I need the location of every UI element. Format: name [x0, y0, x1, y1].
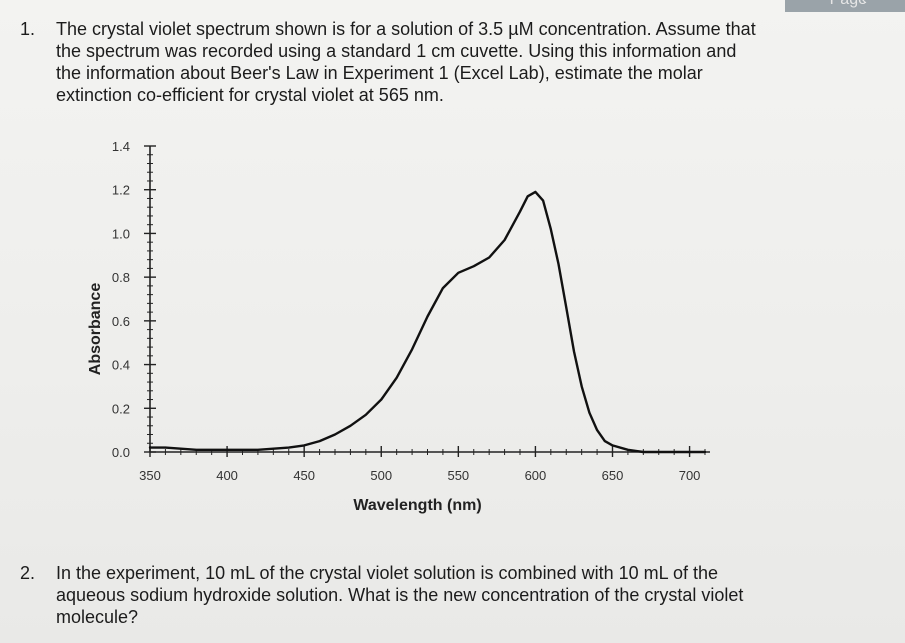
x-tick-label: 650	[602, 468, 624, 483]
question-number: 2.	[20, 563, 36, 583]
x-tick-label: 400	[216, 468, 238, 483]
y-tick-label: 0.8	[112, 270, 130, 285]
y-tick-label: 1.0	[112, 226, 130, 241]
question-1: 1. The crystal violet spectrum shown is …	[20, 18, 880, 128]
y-tick-label: 1.4	[112, 139, 130, 154]
x-axis-title: Wavelength (nm)	[353, 497, 481, 514]
page-corner-tab: Page ‹	[785, 0, 905, 12]
y-tick-label: 1.2	[112, 183, 130, 198]
x-tick-label: 500	[370, 468, 392, 483]
y-tick-label: 0.0	[112, 445, 130, 460]
spectrum-line	[148, 190, 707, 454]
chevron-left-icon[interactable]: ‹	[862, 0, 867, 9]
x-tick-label: 350	[139, 468, 161, 483]
question-text: The crystal violet spectrum shown is for…	[56, 19, 756, 105]
y-tick-label: 0.4	[112, 358, 130, 373]
x-tick-label: 700	[679, 468, 701, 483]
y-tick-label: 0.6	[112, 314, 130, 329]
question-2: 2. In the experiment, 10 mL of the cryst…	[20, 562, 880, 637]
x-tick-label: 450	[293, 468, 315, 483]
question-number: 1.	[20, 19, 36, 39]
x-tick-label: 600	[525, 468, 547, 483]
y-tick-label: 0.2	[112, 401, 130, 416]
absorbance-spectrum-chart: 0.0 0.2 0.4 0.6 0.8 1.0 1.2 1.4 350 400 450 500 550 6…	[87, 139, 710, 514]
page-corner-label: Page	[830, 0, 867, 9]
y-axis-title: Absorbance	[87, 283, 104, 376]
question-text: In the experiment, 10 mL of the crystal …	[56, 563, 744, 627]
x-tick-label: 550	[447, 468, 469, 483]
